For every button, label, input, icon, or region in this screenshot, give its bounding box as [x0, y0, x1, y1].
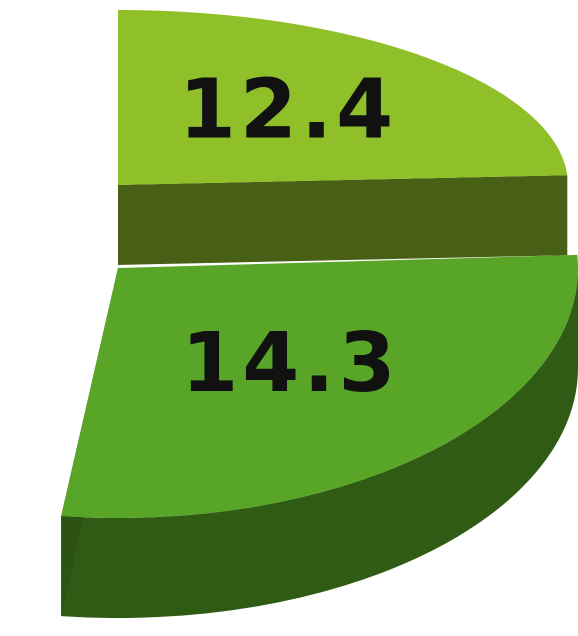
slice	[118, 10, 568, 185]
slice-side	[61, 268, 578, 618]
slice	[61, 254, 578, 519]
slice-side	[118, 175, 568, 265]
data-label: 14.3	[181, 316, 399, 411]
data-label: 12.4	[179, 63, 397, 158]
